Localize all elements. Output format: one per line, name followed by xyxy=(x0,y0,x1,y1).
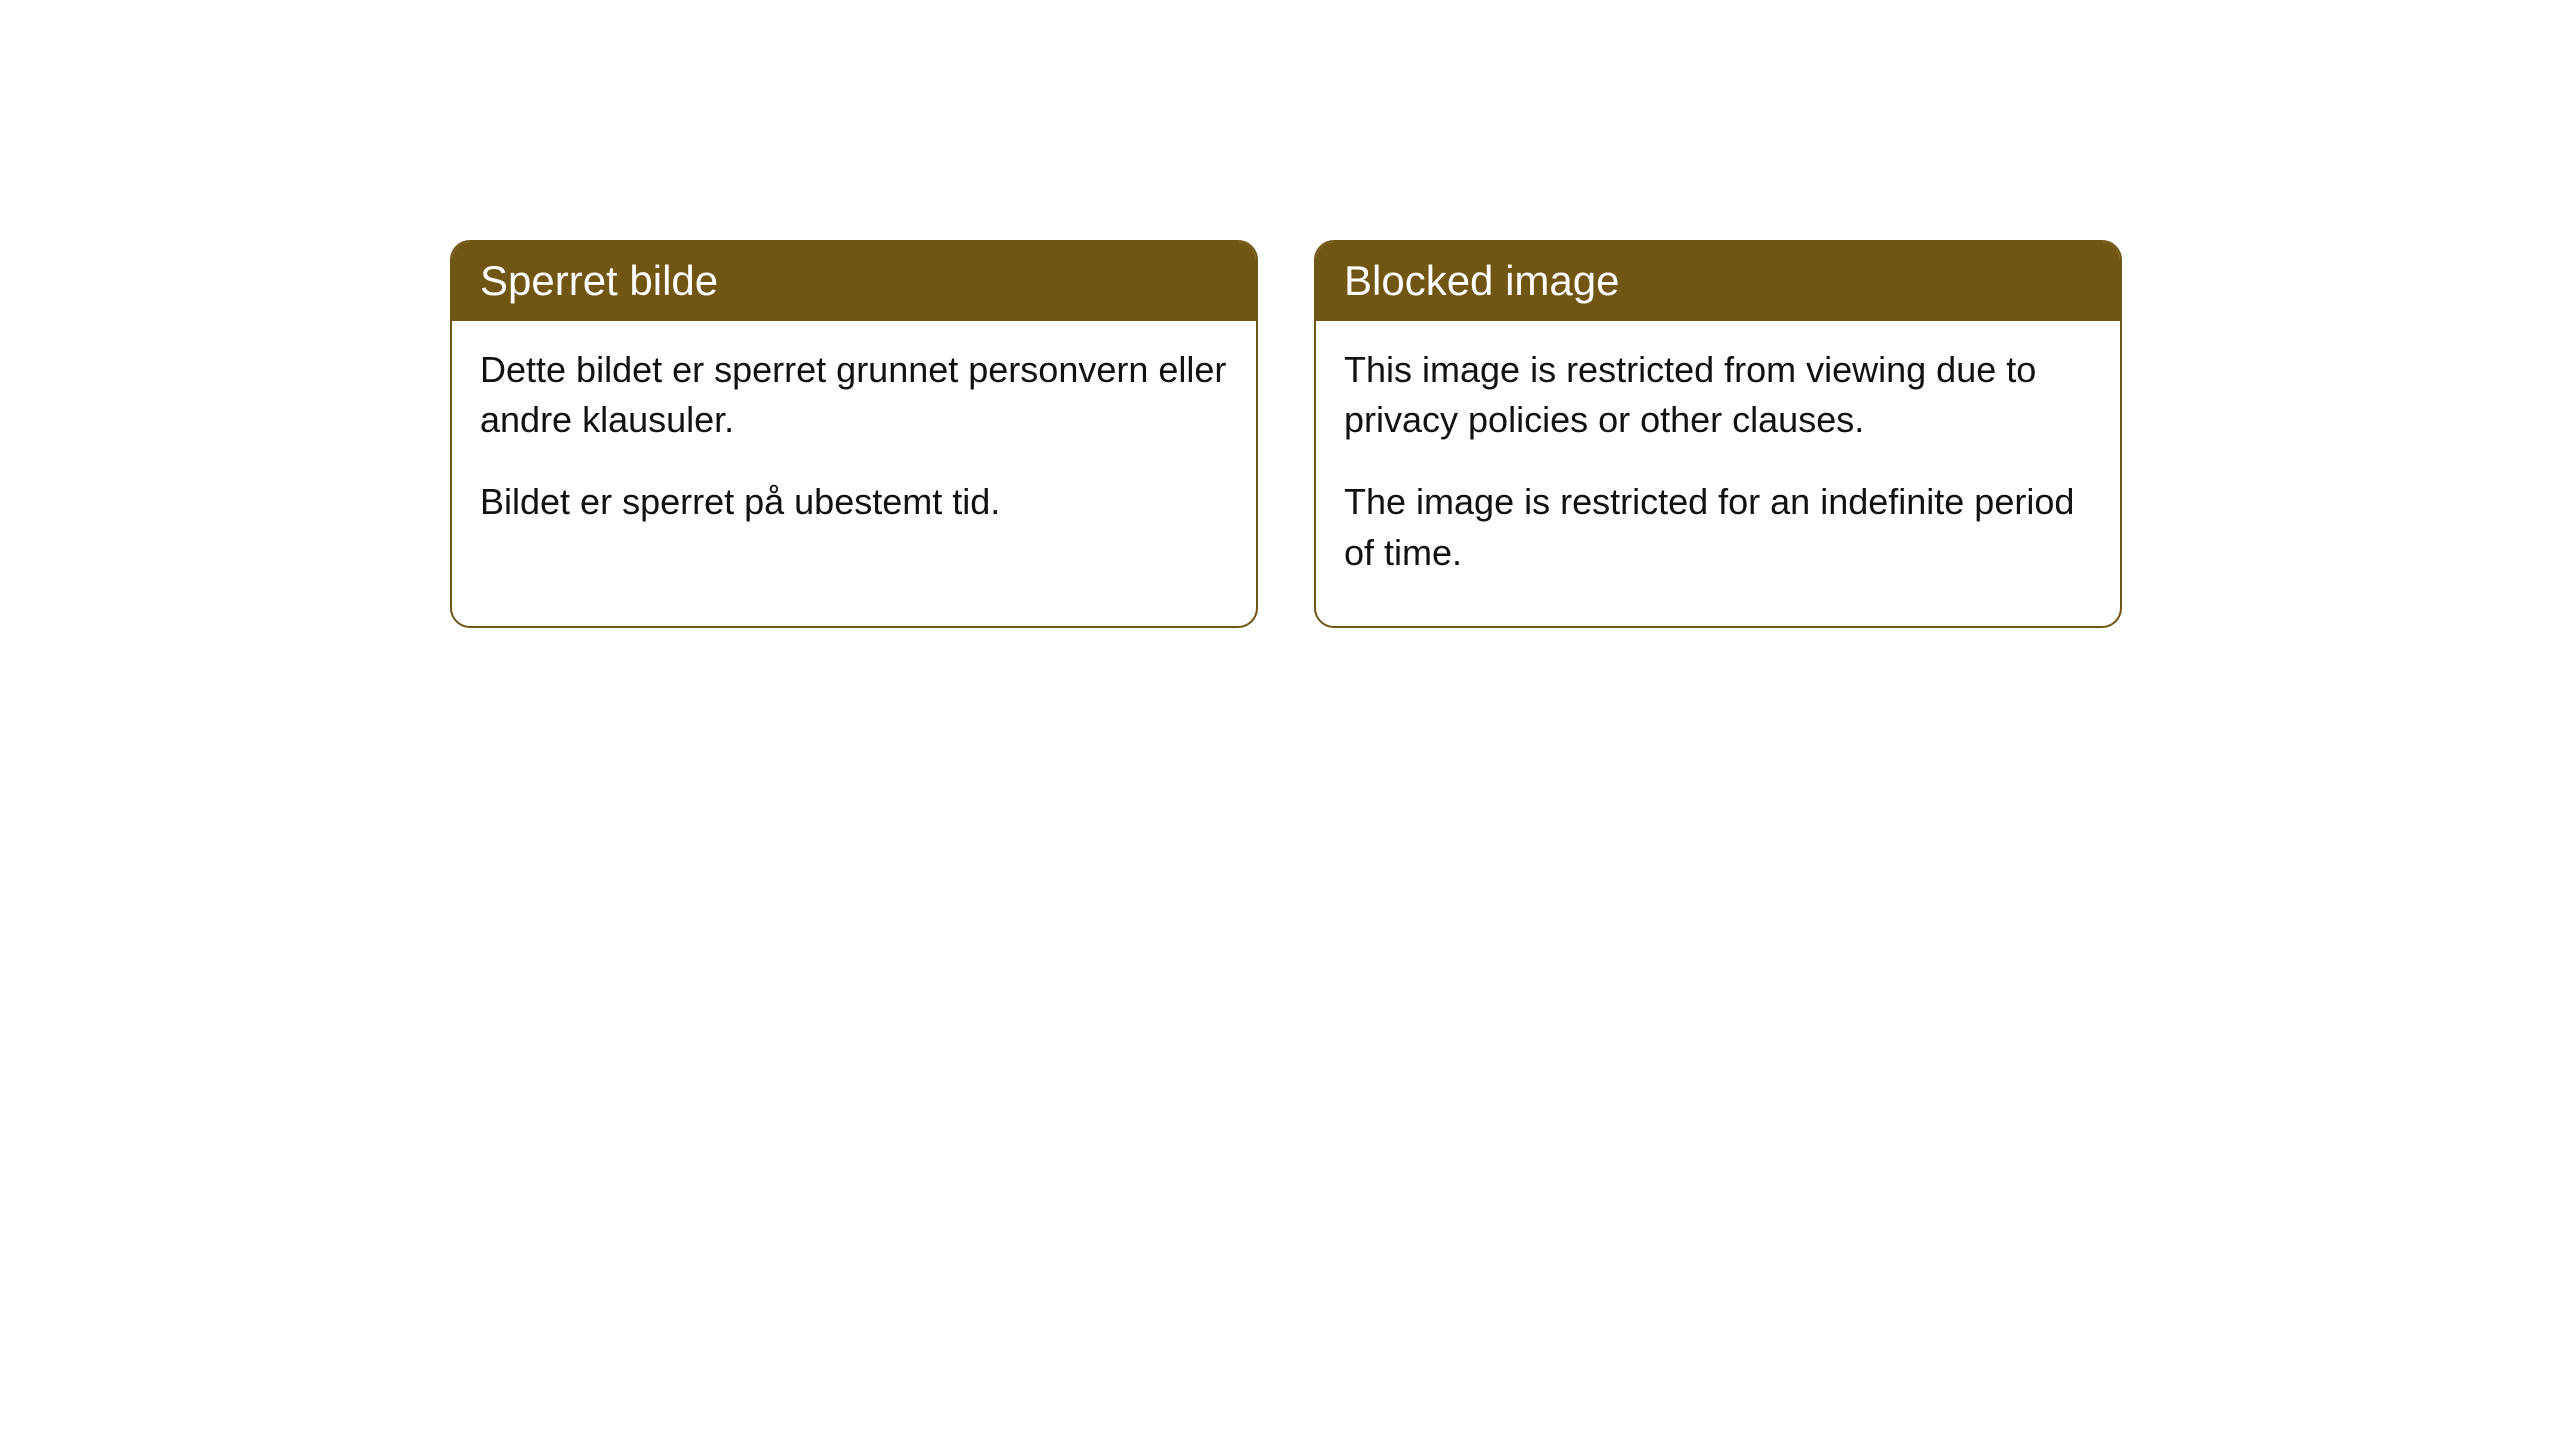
card-paragraph-1: Dette bildet er sperret grunnet personve… xyxy=(480,345,1228,446)
card-paragraph-2: The image is restricted for an indefinit… xyxy=(1344,477,2092,578)
card-paragraph-2: Bildet er sperret på ubestemt tid. xyxy=(480,477,1228,527)
card-header: Blocked image xyxy=(1316,242,2120,321)
card-paragraph-1: This image is restricted from viewing du… xyxy=(1344,345,2092,446)
card-body: Dette bildet er sperret grunnet personve… xyxy=(452,321,1256,576)
blocked-image-card-norwegian: Sperret bilde Dette bildet er sperret gr… xyxy=(450,240,1258,628)
cards-container: Sperret bilde Dette bildet er sperret gr… xyxy=(450,240,2122,628)
blocked-image-card-english: Blocked image This image is restricted f… xyxy=(1314,240,2122,628)
card-header: Sperret bilde xyxy=(452,242,1256,321)
card-body: This image is restricted from viewing du… xyxy=(1316,321,2120,627)
